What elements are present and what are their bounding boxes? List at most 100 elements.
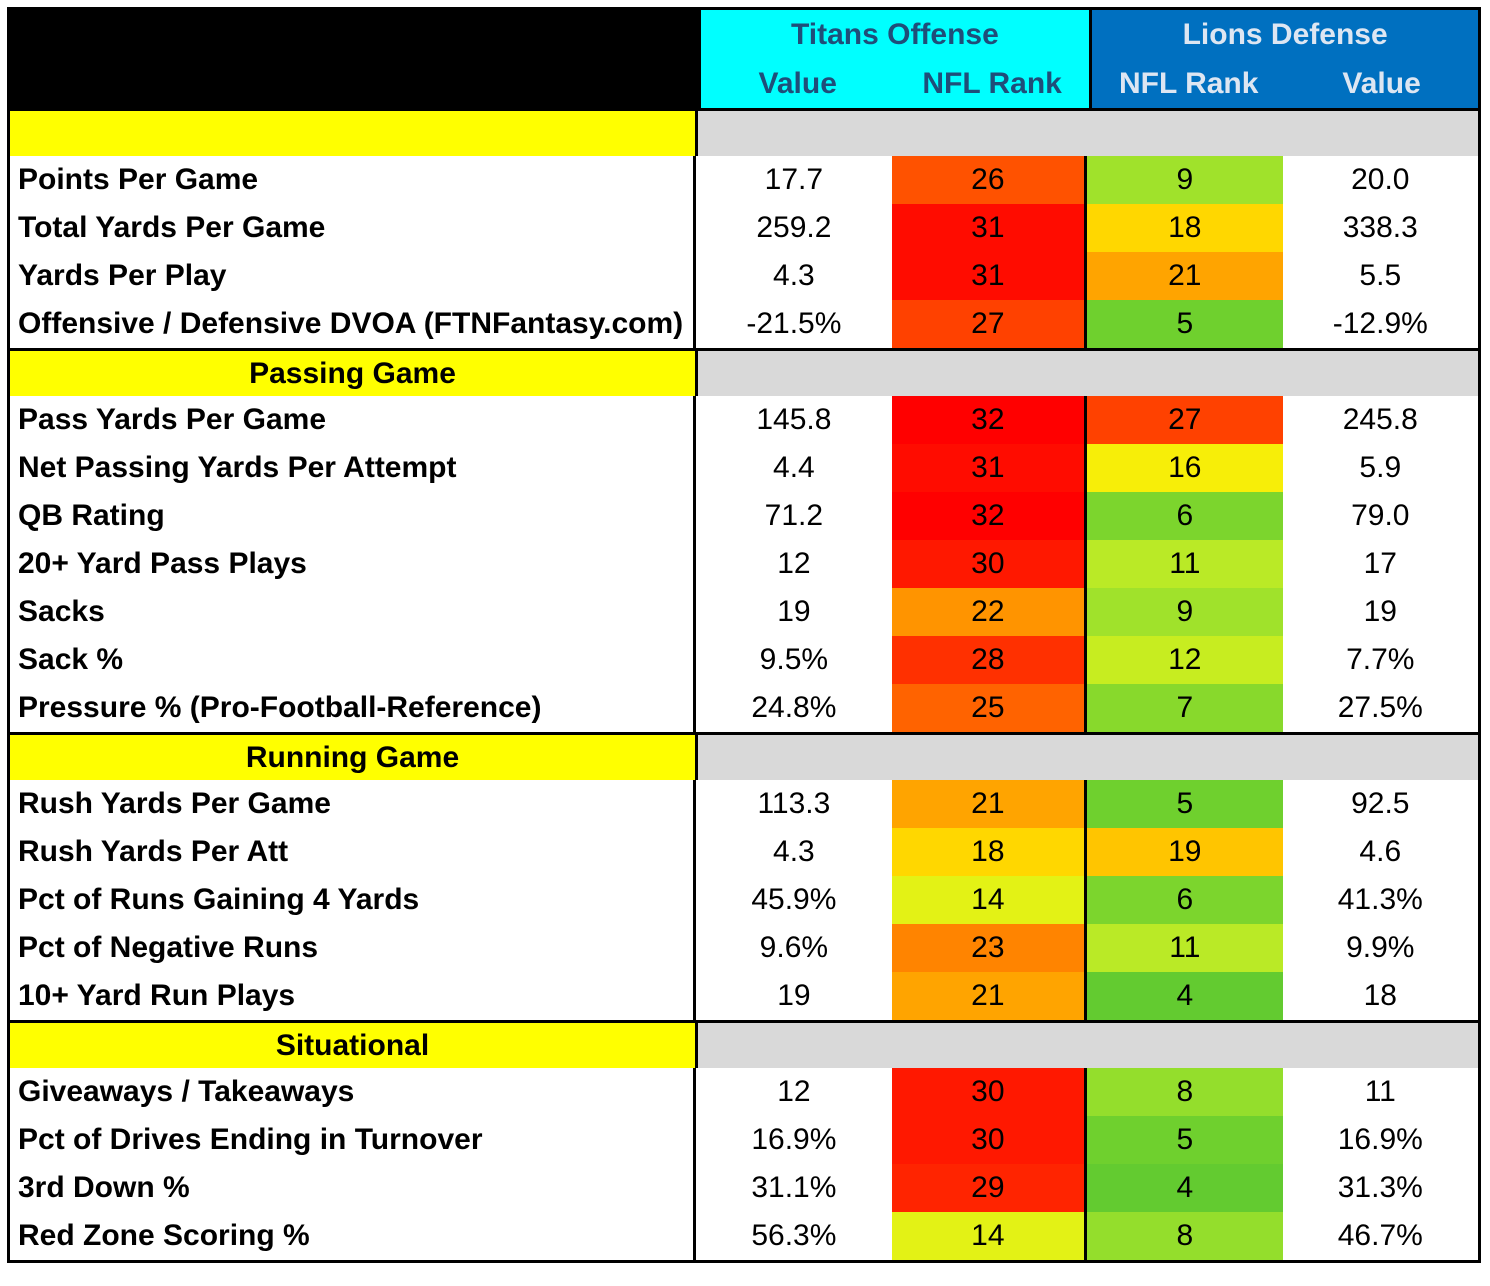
titans-value-cell: 12 (777, 547, 811, 580)
lions-rank-cell: 11 (1087, 924, 1283, 972)
lions-rank-col-header: NFL Rank (1118, 67, 1259, 100)
lions-value-cell: 92.5 (1351, 787, 1410, 820)
titans-value-cell: 113.3 (757, 787, 831, 820)
section-header-row: Situational (10, 1020, 1478, 1068)
stat-label: Red Zone Scoring % (10, 1212, 697, 1260)
stat-label: Total Yards Per Game (10, 204, 697, 252)
lions-rank-cell: 4 (1087, 1164, 1283, 1212)
titans-rank-cell: 14 (891, 876, 1088, 924)
table-row: Giveaways / Takeaways 12 30 8 11 (10, 1068, 1478, 1116)
titans-value-cell: 4.3 (773, 259, 815, 292)
titans-value-cell: 16.9% (751, 1123, 837, 1156)
titans-rank-cell: 32 (891, 492, 1088, 540)
lions-value-cell: 19 (1363, 595, 1397, 628)
lions-defense-header: Lions Defense NFL Rank Value (1092, 10, 1478, 108)
titans-value-cell: 24.8% (751, 691, 837, 724)
table-row: Pct of Negative Runs 9.6% 23 11 9.9% (10, 924, 1478, 972)
titans-value-cell: 4.3 (773, 835, 815, 868)
lions-rank-cell: 8 (1087, 1068, 1283, 1116)
lions-rank-cell: 18 (1087, 204, 1283, 252)
section-title: Situational (10, 1023, 698, 1068)
titans-value-col-header: Value (758, 67, 837, 100)
table-row: Pct of Runs Gaining 4 Yards 45.9% 14 6 41.3% (10, 876, 1478, 924)
stat-label: Yards Per Play (10, 252, 697, 300)
titans-rank-cell: 32 (891, 396, 1088, 444)
titans-value-cell: 56.3% (751, 1219, 837, 1252)
titans-value-cell: 259.2 (756, 211, 832, 244)
titans-rank-cell: 21 (891, 972, 1088, 1020)
lions-value-cell: 18 (1363, 979, 1397, 1012)
stat-label: Giveaways / Takeaways (10, 1068, 697, 1116)
lions-rank-cell: 21 (1087, 252, 1283, 300)
titans-value-cell: 9.5% (759, 643, 829, 676)
lions-rank-cell: 9 (1087, 588, 1283, 636)
titans-value-cell: 4.4 (773, 451, 815, 484)
stat-label: Net Passing Yards Per Attempt (10, 444, 697, 492)
section-fill (698, 351, 1478, 396)
titans-offense-title: Titans Offense (790, 18, 999, 51)
lions-value-cell: 16.9% (1337, 1123, 1423, 1156)
lions-value-cell: 17 (1363, 547, 1397, 580)
titans-value-cell: 9.6% (759, 931, 829, 964)
lions-value-cell: 338.3 (1342, 211, 1418, 244)
lions-rank-cell: 19 (1087, 828, 1283, 876)
titans-value-cell: 19 (777, 979, 811, 1012)
lions-value-cell: -12.9% (1332, 307, 1428, 340)
lions-value-cell: 27.5% (1337, 691, 1423, 724)
table-row: QB Rating 71.2 32 6 79.0 (10, 492, 1478, 540)
section-title: Running Game (10, 735, 698, 780)
lions-value-cell: 7.7% (1346, 643, 1415, 676)
titans-rank-cell: 25 (891, 684, 1088, 732)
table-row: Pct of Drives Ending in Turnover 16.9% 30 5… (10, 1116, 1478, 1164)
stat-label: Sack % (10, 636, 697, 684)
lions-value-cell: 9.9% (1346, 931, 1415, 964)
stat-label: Rush Yards Per Game (10, 780, 697, 828)
titans-rank-col-header: NFL Rank (922, 67, 1062, 100)
table-row: 3rd Down % 31.1% 29 4 31.3% (10, 1164, 1478, 1212)
titans-value-cell: 71.2 (764, 499, 824, 532)
stat-label: Pct of Runs Gaining 4 Yards (10, 876, 697, 924)
table-row: Sack % 9.5% 28 12 7.7% (10, 636, 1478, 684)
lions-value-col-header: Value (1342, 67, 1421, 100)
stat-label: Pressure % (Pro-Football-Reference) (10, 684, 697, 732)
section-header-row: Passing Game (10, 348, 1478, 396)
stat-label: Points Per Game (10, 156, 697, 204)
lions-rank-cell: 12 (1087, 636, 1283, 684)
titans-rank-cell: 22 (891, 588, 1088, 636)
section-title: Passing Game (10, 351, 698, 396)
lions-value-cell: 46.7% (1337, 1219, 1423, 1252)
table-body: Points Per Game 17.7 26 9 20.0 Total Yards Pe… (10, 108, 1478, 1260)
titans-rank-cell: 28 (891, 636, 1088, 684)
lions-value-cell: 20.0 (1351, 163, 1410, 196)
table-row: Net Passing Yards Per Attempt 4.4 31 16 5.9 (10, 444, 1478, 492)
titans-value-cell: 45.9% (751, 883, 837, 916)
stat-label: Sacks (10, 588, 697, 636)
stat-label: Offensive / Defensive DVOA (FTNFantasy.c… (10, 300, 697, 348)
lions-value-cell: 5.5 (1359, 259, 1402, 292)
lions-rank-cell: 16 (1087, 444, 1283, 492)
lions-value-cell: 4.6 (1359, 835, 1402, 868)
lions-rank-cell: 5 (1087, 1116, 1283, 1164)
table-row: Yards Per Play 4.3 31 21 5.5 (10, 252, 1478, 300)
matchup-table: Titans Offense Value NFL Rank Lions Defe… (7, 7, 1481, 1263)
table-row: Pass Yards Per Game 145.8 32 27 245.8 (10, 396, 1478, 444)
stat-label: 3rd Down % (10, 1164, 697, 1212)
lions-value-cell: 79.0 (1351, 499, 1410, 532)
titans-rank-cell: 30 (891, 540, 1088, 588)
titans-rank-cell: 29 (891, 1164, 1088, 1212)
stat-label: QB Rating (10, 492, 697, 540)
lions-value-cell: 31.3% (1337, 1171, 1423, 1204)
titans-rank-cell: 18 (891, 828, 1088, 876)
titans-rank-cell: 30 (891, 1068, 1088, 1116)
lions-rank-cell: 27 (1087, 396, 1283, 444)
section-header-row: Running Game (10, 732, 1478, 780)
lions-rank-cell: 11 (1087, 540, 1283, 588)
lions-defense-title: Lions Defense (1182, 18, 1388, 51)
titans-rank-cell: 30 (891, 1116, 1088, 1164)
lions-rank-cell: 9 (1087, 156, 1283, 204)
stat-label: 20+ Yard Pass Plays (10, 540, 697, 588)
section-fill (698, 111, 1478, 156)
section-fill (698, 1023, 1478, 1068)
titans-offense-header: Titans Offense Value NFL Rank (700, 10, 1093, 108)
titans-rank-cell: 27 (891, 300, 1088, 348)
